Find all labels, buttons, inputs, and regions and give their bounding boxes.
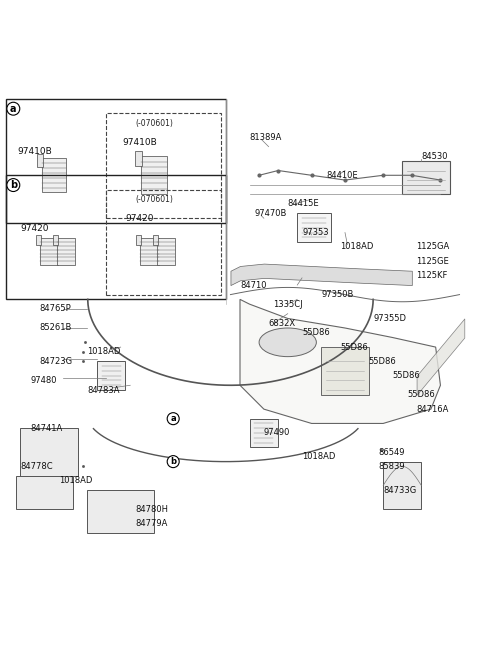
- Bar: [21, 428, 78, 476]
- Text: 84410E: 84410E: [326, 171, 358, 180]
- Text: 85261B: 85261B: [39, 323, 72, 333]
- Text: 81389A: 81389A: [250, 133, 282, 142]
- Text: 84765P: 84765P: [39, 304, 72, 314]
- Bar: [42, 158, 66, 192]
- Bar: [136, 235, 141, 245]
- Text: 85839: 85839: [378, 462, 405, 471]
- Bar: [57, 238, 75, 265]
- Text: 1018AD: 1018AD: [59, 476, 92, 485]
- Text: 1335CJ: 1335CJ: [274, 300, 303, 308]
- Text: 1125KF: 1125KF: [417, 271, 448, 280]
- Text: 97350B: 97350B: [321, 290, 353, 299]
- Text: (-070601): (-070601): [135, 119, 173, 127]
- Bar: [36, 235, 41, 245]
- Text: (-070601): (-070601): [135, 195, 173, 204]
- Text: 84741A: 84741A: [30, 424, 62, 433]
- Bar: [97, 361, 125, 390]
- Text: 97410B: 97410B: [17, 147, 52, 156]
- Bar: [107, 190, 221, 295]
- Bar: [297, 213, 331, 242]
- Bar: [135, 152, 143, 166]
- Text: 1125GA: 1125GA: [417, 242, 450, 251]
- Text: 84783A: 84783A: [87, 386, 120, 394]
- Bar: [107, 113, 221, 218]
- Text: 84716A: 84716A: [417, 405, 449, 414]
- Text: 97420: 97420: [21, 224, 49, 233]
- Text: 97355D: 97355D: [373, 314, 407, 323]
- Bar: [16, 476, 73, 509]
- Text: 84530: 84530: [421, 152, 448, 161]
- Text: 55D86: 55D86: [407, 390, 435, 400]
- Bar: [321, 347, 369, 395]
- Text: 1125GE: 1125GE: [417, 256, 449, 266]
- Bar: [87, 490, 154, 533]
- Text: b: b: [170, 457, 176, 466]
- Bar: [383, 462, 421, 509]
- Text: 55D86: 55D86: [393, 371, 420, 380]
- Text: 55D86: 55D86: [369, 357, 396, 366]
- Bar: [250, 419, 278, 447]
- Text: 84779A: 84779A: [135, 519, 168, 528]
- Text: 84710: 84710: [240, 281, 266, 289]
- Text: 97410B: 97410B: [122, 138, 157, 147]
- Text: 84415E: 84415E: [288, 199, 319, 209]
- Bar: [140, 238, 158, 265]
- Bar: [40, 238, 58, 265]
- Bar: [6, 99, 226, 223]
- Text: 97470B: 97470B: [254, 209, 287, 218]
- Text: 84778C: 84778C: [21, 462, 53, 471]
- Ellipse shape: [259, 328, 316, 357]
- Text: 84780H: 84780H: [135, 505, 168, 514]
- Text: 84733G: 84733G: [383, 485, 417, 495]
- Text: 55D86: 55D86: [302, 328, 330, 337]
- Bar: [37, 154, 43, 167]
- Text: 1018AD: 1018AD: [302, 453, 336, 461]
- Bar: [402, 161, 450, 194]
- Text: b: b: [10, 180, 17, 190]
- Text: 97490: 97490: [264, 428, 290, 438]
- Text: a: a: [170, 414, 176, 423]
- Bar: [53, 235, 58, 245]
- Text: 1018AD: 1018AD: [340, 242, 373, 251]
- Text: 6832X: 6832X: [269, 319, 296, 328]
- Text: 84723G: 84723G: [39, 357, 72, 366]
- Text: 97420: 97420: [126, 214, 154, 223]
- Bar: [141, 156, 167, 194]
- Bar: [153, 235, 158, 245]
- Text: 86549: 86549: [378, 447, 405, 457]
- Text: 1018AD: 1018AD: [87, 348, 120, 356]
- Text: 55D86: 55D86: [340, 342, 368, 352]
- Bar: [6, 175, 226, 299]
- Text: 97480: 97480: [30, 376, 57, 385]
- Text: 97353: 97353: [302, 228, 329, 237]
- Bar: [157, 238, 175, 265]
- Polygon shape: [240, 299, 441, 423]
- Text: a: a: [10, 104, 17, 113]
